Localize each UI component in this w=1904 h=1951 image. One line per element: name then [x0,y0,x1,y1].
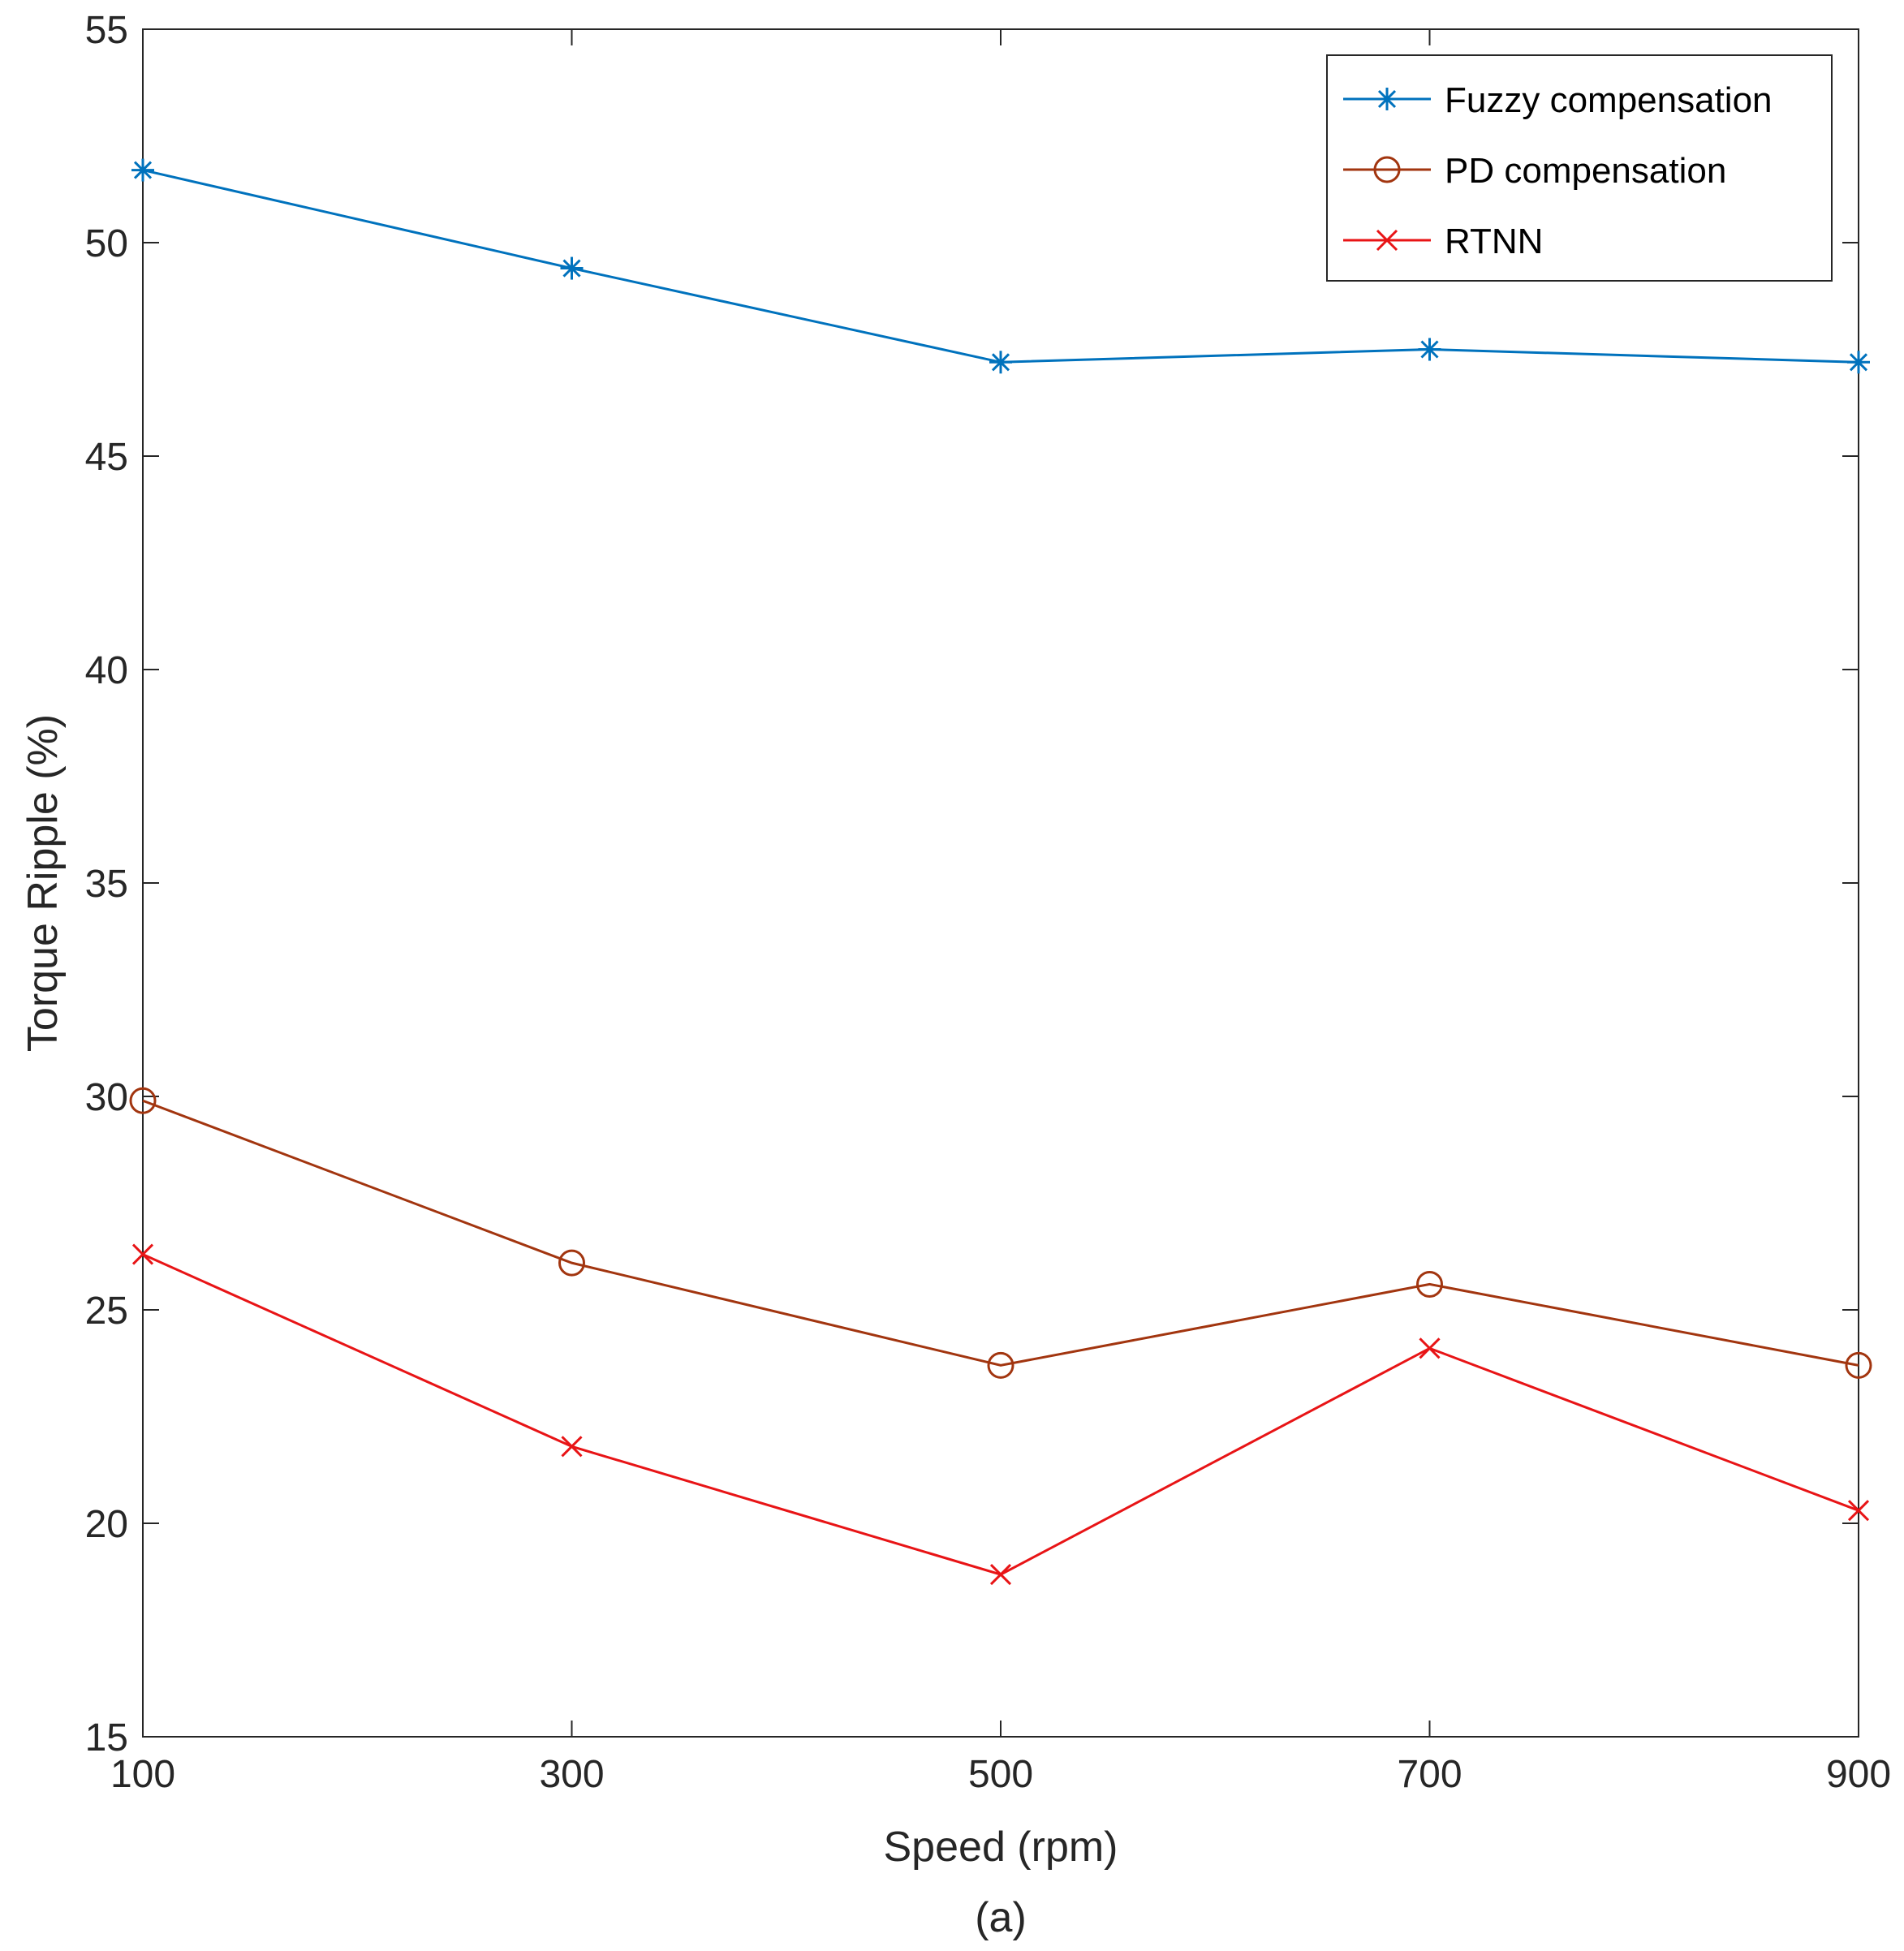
data-point-1-2 [987,1351,1014,1379]
data-point-2-1 [561,1436,583,1458]
data-point-1-0 [129,1087,157,1114]
data-point-0-1 [560,256,584,280]
x-tick-label: 900 [1826,1753,1891,1796]
legend-box [1326,54,1833,282]
y-tick-label: 45 [85,436,128,479]
x-axis-label: Speed (rpm) [884,1824,1118,1871]
data-point-2-0 [131,1243,154,1265]
y-tick-label: 25 [85,1290,128,1333]
x-tick-label: 100 [110,1753,175,1796]
x-tick-label: 500 [968,1753,1033,1796]
data-point-2-2 [989,1564,1012,1586]
y-tick-label: 20 [85,1503,128,1546]
legend-label: PD compensation [1445,151,1726,191]
y-tick-label: 35 [85,863,128,906]
data-point-1-4 [1845,1351,1872,1379]
y-tick-label: 15 [85,1716,128,1759]
data-point-2-3 [1419,1337,1441,1359]
legend-label: Fuzzy compensation [1445,80,1773,120]
y-tick-label: 40 [85,649,128,692]
y-tick-label: 30 [85,1076,128,1119]
y-tick-label: 55 [85,9,128,52]
figure-caption: (a) [975,1894,1027,1941]
legend-marker-2 [1376,229,1398,252]
legend: Fuzzy compensation PD compensation RTNN [1326,54,1833,282]
data-point-2-4 [1847,1500,1870,1522]
plot-area [142,28,1859,1738]
data-point-0-2 [989,351,1012,374]
data-point-0-3 [1418,338,1441,361]
legend-marker-1 [1373,156,1401,183]
legend-marker-0 [1376,88,1398,110]
legend-label: RTNN [1445,222,1543,261]
series-layer [129,158,1872,1586]
series-line-1 [142,1099,1859,1367]
data-point-1-3 [1416,1270,1443,1298]
data-point-0-0 [131,158,154,182]
x-tick-label: 300 [539,1753,604,1796]
axis-ticks: 100 300 500 700 900 15 20 25 30 35 40 45 50 55 [85,9,1891,1796]
data-point-0-4 [1847,351,1870,374]
x-tick-label: 700 [1397,1753,1462,1796]
data-point-1-1 [558,1249,585,1277]
y-axis-label: Torque Ripple (%) [19,714,67,1052]
y-tick-label: 50 [85,222,128,265]
